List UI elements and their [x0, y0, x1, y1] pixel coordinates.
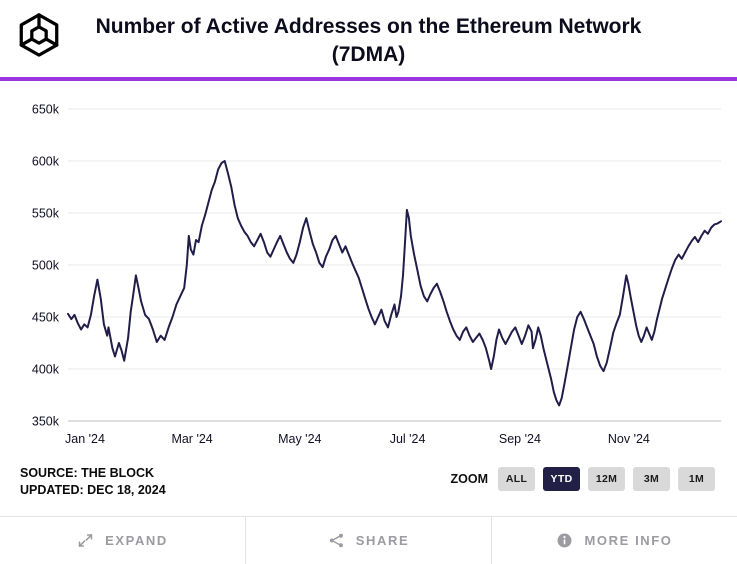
- zoom-label: ZOOM: [450, 472, 489, 486]
- page-title-line1: Number of Active Addresses on the Ethere…: [95, 15, 642, 38]
- expand-button-label: EXPAND: [105, 533, 168, 548]
- y-tick-label: 500k: [32, 259, 60, 273]
- x-tick-label: May '24: [278, 432, 321, 446]
- y-tick-label: 550k: [32, 207, 60, 221]
- info-icon: [556, 532, 573, 549]
- y-tick-label: 350k: [32, 415, 60, 429]
- expand-button[interactable]: EXPAND: [0, 517, 245, 564]
- source-line: SOURCE: THE BLOCK: [20, 466, 155, 480]
- y-tick-label: 400k: [32, 363, 60, 377]
- x-tick-label: Jul '24: [390, 432, 426, 446]
- x-tick-label: Nov '24: [608, 432, 650, 446]
- zoom-controls: ZOOM ALL YTD 12M 3M 1M: [450, 467, 715, 491]
- more-info-button-label: MORE INFO: [584, 533, 673, 548]
- source-attribution: SOURCE: THE BLOCK UPDATED: DEC 18, 2024: [20, 465, 166, 499]
- the-block-logo-icon: [16, 12, 62, 58]
- x-tick-label: Mar '24: [171, 432, 212, 446]
- y-tick-label: 450k: [32, 311, 60, 325]
- y-tick-label: 650k: [32, 103, 60, 117]
- share-icon: [328, 532, 345, 549]
- active-addresses-line-chart: 350k 400k 450k 500k 550k 600k 650k Jan '24 Mar '…: [32, 103, 722, 446]
- zoom-button-3m[interactable]: 3M: [633, 467, 670, 491]
- brand-accent-divider: [0, 77, 737, 81]
- page-title: Number of Active Addresses on the Ethere…: [0, 0, 737, 69]
- zoom-button-1m[interactable]: 1M: [678, 467, 715, 491]
- expand-icon: [77, 532, 94, 549]
- series-line: [67, 160, 722, 407]
- more-info-button[interactable]: MORE INFO: [491, 517, 737, 564]
- zoom-button-12m[interactable]: 12M: [588, 467, 625, 491]
- share-button-label: SHARE: [355, 533, 410, 548]
- x-tick-label: Sep '24: [499, 432, 541, 446]
- footer-toolbar: EXPAND SHARE MORE INFO: [0, 516, 737, 564]
- x-tick-label: Jan '24: [65, 432, 105, 446]
- page-title-line2: (7DMA): [331, 43, 406, 66]
- updated-line: UPDATED: DEC 18, 2024: [20, 483, 166, 497]
- zoom-button-all[interactable]: ALL: [498, 467, 535, 491]
- line-chart: 350k 400k 450k 500k 550k 600k 650k Jan '24 Mar '…: [0, 81, 737, 453]
- y-tick-label: 600k: [32, 155, 60, 169]
- chart-header: Number of Active Addresses on the Ethere…: [0, 0, 737, 77]
- share-button[interactable]: SHARE: [245, 517, 491, 564]
- zoom-button-ytd[interactable]: YTD: [543, 467, 580, 491]
